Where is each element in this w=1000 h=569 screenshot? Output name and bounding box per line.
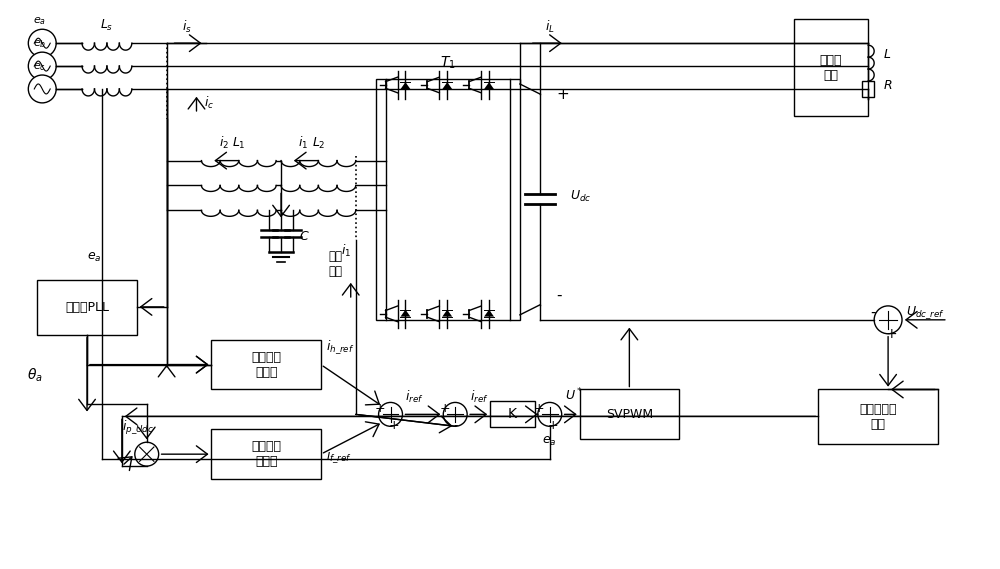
Circle shape [28, 29, 56, 57]
Text: +: + [885, 327, 897, 341]
Polygon shape [484, 310, 494, 316]
Circle shape [379, 402, 402, 426]
Text: $e_c$: $e_c$ [33, 61, 46, 73]
Circle shape [443, 402, 467, 426]
Polygon shape [484, 82, 494, 89]
Text: SVPWM: SVPWM [606, 408, 653, 421]
FancyBboxPatch shape [862, 81, 874, 97]
Text: $i_s$: $i_s$ [182, 19, 191, 35]
Circle shape [874, 306, 902, 334]
Text: +: + [548, 419, 558, 432]
Text: +: + [557, 87, 569, 102]
Text: $e_b$: $e_b$ [33, 38, 46, 50]
FancyBboxPatch shape [37, 280, 137, 335]
Text: $\theta_a$: $\theta_a$ [27, 366, 43, 384]
Text: $e_a$: $e_a$ [87, 251, 101, 264]
Text: +: + [375, 402, 385, 415]
Text: $i_1$: $i_1$ [341, 243, 351, 259]
Text: 有源
阻尼: 有源 阻尼 [329, 250, 343, 278]
Text: -: - [453, 419, 458, 432]
Text: 基波电流
控制器: 基波电流 控制器 [251, 440, 281, 468]
Text: $U^*$: $U^*$ [565, 387, 583, 403]
Text: 锁相环PLL: 锁相环PLL [65, 301, 109, 314]
Text: $i_2$: $i_2$ [219, 135, 229, 151]
Text: $i_{h\_ref}$: $i_{h\_ref}$ [326, 338, 354, 356]
Text: $i_{ref}$: $i_{ref}$ [470, 389, 489, 405]
Text: $e_a$: $e_a$ [542, 435, 556, 448]
Text: L: L [884, 48, 891, 61]
Text: $U_{dc}$: $U_{dc}$ [570, 188, 591, 204]
Text: $e_a$: $e_a$ [33, 15, 46, 27]
Circle shape [538, 402, 562, 426]
Text: +: + [389, 419, 399, 432]
Text: $i_1$: $i_1$ [298, 135, 308, 151]
Text: $U_{dc\_ref}$: $U_{dc\_ref}$ [906, 304, 945, 321]
FancyBboxPatch shape [818, 390, 938, 444]
Text: +: + [439, 402, 450, 415]
Text: 非线性
负载: 非线性 负载 [820, 53, 842, 81]
Circle shape [135, 442, 159, 466]
Text: R: R [884, 79, 893, 92]
FancyBboxPatch shape [794, 19, 868, 116]
FancyBboxPatch shape [211, 340, 321, 390]
Polygon shape [400, 82, 410, 89]
Text: +: + [534, 402, 544, 415]
Text: 直流电压控
制器: 直流电压控 制器 [859, 403, 897, 431]
Text: $L_1$: $L_1$ [232, 135, 246, 151]
FancyBboxPatch shape [490, 401, 535, 427]
Text: -: - [557, 288, 562, 303]
Text: $i_{p\_Udc}$: $i_{p\_Udc}$ [122, 419, 154, 438]
FancyBboxPatch shape [211, 429, 321, 479]
Text: $C$: $C$ [299, 230, 310, 243]
Text: -: - [870, 305, 876, 320]
Polygon shape [400, 310, 410, 316]
Text: $T_1$: $T_1$ [440, 55, 456, 72]
Circle shape [28, 52, 56, 80]
Text: $i_{ref}$: $i_{ref}$ [405, 389, 424, 405]
Polygon shape [442, 82, 452, 89]
Text: $L_s$: $L_s$ [100, 18, 114, 34]
FancyBboxPatch shape [376, 79, 520, 320]
Text: $L_2$: $L_2$ [312, 135, 325, 151]
Text: 谐波电流
控制器: 谐波电流 控制器 [251, 351, 281, 378]
Text: $i_L$: $i_L$ [545, 19, 555, 35]
Polygon shape [442, 310, 452, 316]
Text: $i_c$: $i_c$ [204, 95, 215, 111]
FancyBboxPatch shape [580, 390, 679, 439]
Text: $i_{f\_ref}$: $i_{f\_ref}$ [326, 447, 352, 465]
Text: K: K [508, 407, 517, 422]
Circle shape [28, 75, 56, 103]
